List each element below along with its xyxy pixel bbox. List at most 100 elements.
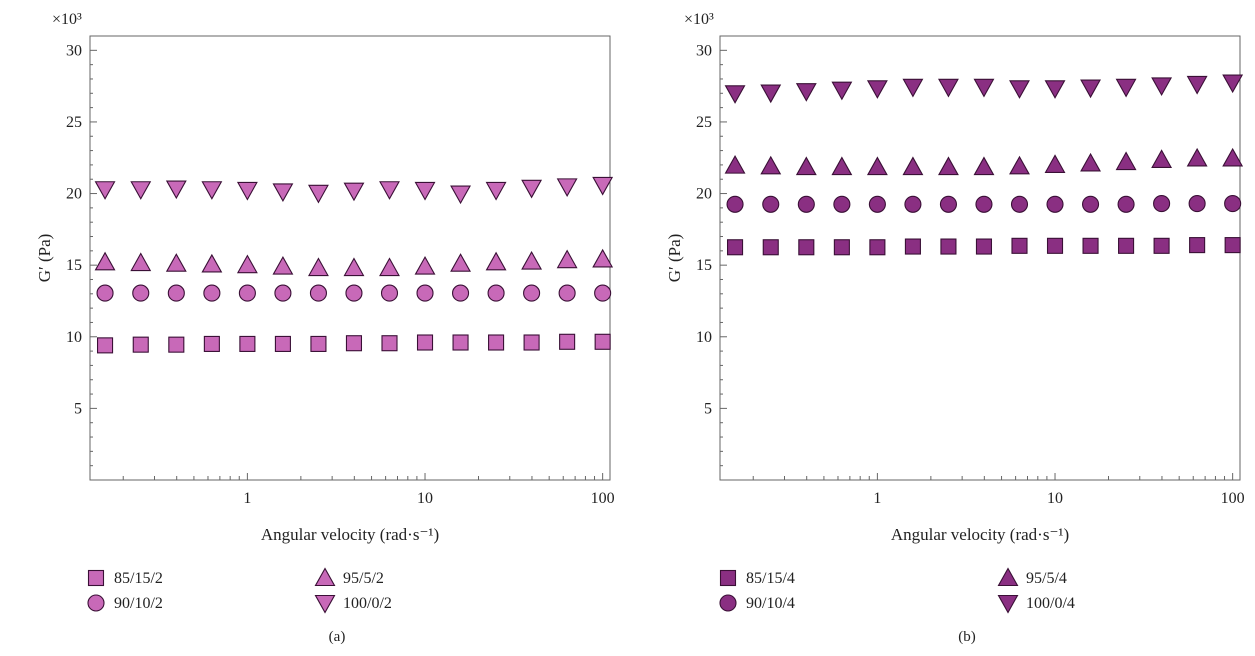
data-point [1151,149,1173,168]
data-point [973,156,995,176]
y-tick-label: 30 [66,42,82,59]
x-tick-label: 100 [591,490,615,507]
legend: 85/15/2 90/10/2 95/5/2 100/0/2 [87,567,392,614]
data-point [236,181,258,201]
data-point [203,335,220,352]
data-point [523,284,541,302]
data-point [1009,155,1030,175]
y-tick-label: 10 [696,329,712,346]
data-point [1081,195,1100,213]
y-tick-label: 10 [66,329,82,346]
y-tick-label: 25 [696,114,712,131]
y-tick-label: 20 [66,186,82,203]
data-point [1153,237,1170,254]
data-point [1010,195,1029,213]
data-point [592,248,614,268]
data-point [559,333,576,350]
data-point [1115,78,1137,98]
x-axis-title: Angular velocity (rad·s⁻¹) [891,525,1069,544]
data-point [940,238,957,255]
data-point [795,156,817,176]
y-tick-label: 25 [66,114,82,131]
y-tick-label: 15 [696,257,712,274]
x-axis-title: Angular velocity (rad·s⁻¹) [261,525,439,544]
data-point [521,179,543,199]
legend-label: 85/15/4 [746,570,795,587]
data-point [343,182,365,202]
data-point [973,78,995,98]
data-point [94,251,116,271]
data-point [762,195,780,213]
data-point [760,84,782,104]
data-point [239,335,256,352]
data-point [592,176,614,196]
data-point [724,154,746,174]
data-point [130,252,152,272]
data-point [165,180,187,200]
legend-label: 85/15/2 [114,570,163,587]
data-point [1186,75,1208,95]
data-point [452,334,469,351]
data-point [1151,77,1173,97]
data-point [1222,147,1244,167]
data-point [1080,152,1101,172]
data-point [274,335,291,352]
data-point [556,249,578,269]
data-point [308,184,329,204]
data-point [345,284,363,302]
data-point [726,195,744,213]
data-point [831,81,853,101]
data-point [201,253,223,273]
data-point [521,250,543,270]
legend-marker [997,567,1019,587]
legend-marker [719,594,737,612]
data-point [594,333,611,350]
y-tick-label: 5 [704,400,712,417]
series-85-15-4 [726,237,1241,256]
x-tick-label: 1 [873,490,881,507]
legend-marker [719,569,737,587]
series-100-0-2 [94,176,614,205]
data-point [343,257,365,277]
legend-label: 95/5/4 [1026,570,1067,587]
data-point [1117,195,1135,213]
data-point [833,195,851,213]
plot-frame [719,35,1241,481]
data-point [1188,195,1206,213]
x-tick-label: 10 [417,490,433,507]
legend-marker [314,594,336,614]
data-point [96,337,114,354]
data-point [485,181,507,201]
data-point [94,181,116,200]
data-point [831,156,853,176]
data-point [1011,237,1028,254]
legend-label: 90/10/4 [746,595,795,612]
series-90-10-2 [96,284,612,302]
data-point [201,181,223,200]
y-tick-label: 5 [74,400,82,417]
data-point [1222,74,1244,94]
data-point [310,335,327,352]
y-tick-label: 20 [696,186,712,203]
data-point [451,284,470,302]
x-tick-label: 100 [1221,490,1245,507]
data-point [308,257,329,277]
data-point [762,239,779,256]
x-tick-label: 1 [243,490,251,507]
data-point [594,284,612,302]
data-point [414,181,436,201]
data-point [168,336,185,353]
data-point [379,257,400,277]
data-point [523,334,540,351]
data-point [1224,195,1242,213]
data-point [556,178,578,198]
legend-marker [997,594,1019,614]
plot-frame [89,35,611,481]
data-point [130,181,152,200]
data-point [487,284,505,302]
data-point [416,334,434,351]
data-point [1189,237,1206,254]
legend-label: 95/5/2 [343,570,384,587]
legend-label: 100/0/4 [1026,595,1075,612]
